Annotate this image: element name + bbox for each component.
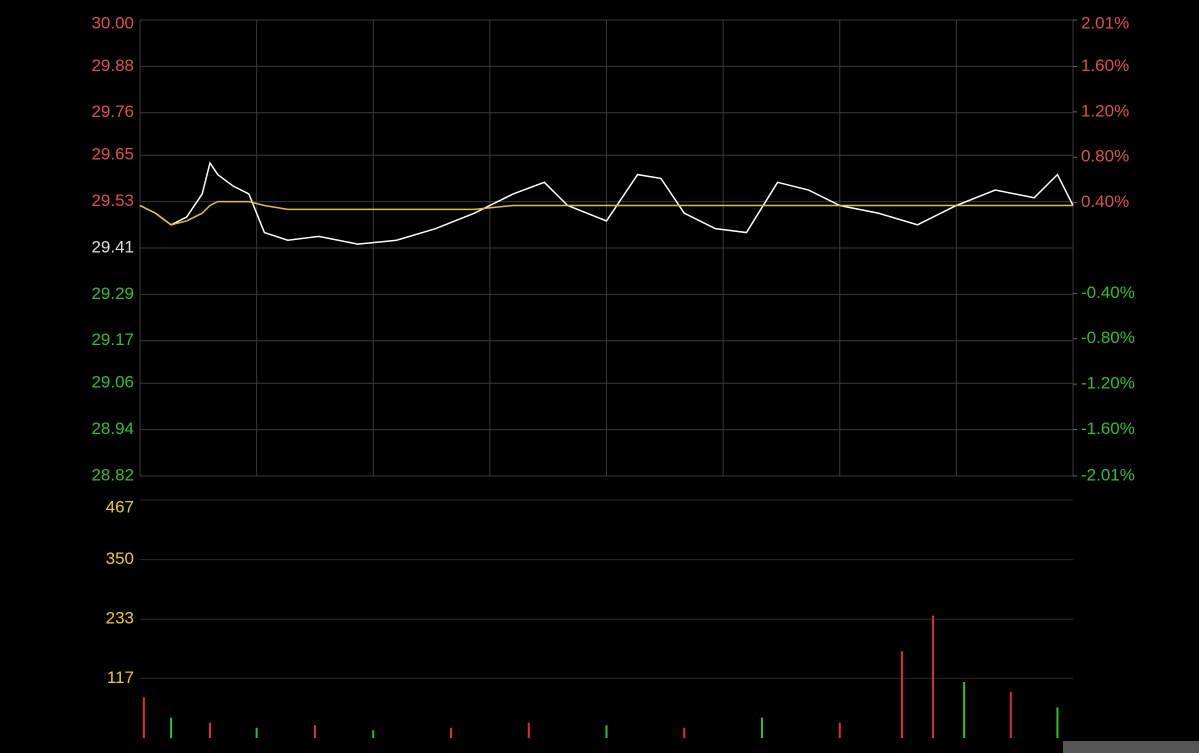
y2-tick-label: -0.80%: [1081, 328, 1135, 347]
y-tick-label: 350: [106, 549, 134, 568]
volume-bar: [255, 727, 258, 738]
y-tick-label: 29.76: [91, 102, 134, 121]
volume-bar: [963, 681, 966, 738]
volume-bar: [450, 727, 452, 738]
scrollbar: [1063, 741, 1199, 753]
y-tick-label: 28.94: [91, 419, 134, 438]
y2-tick-label: -0.40%: [1081, 283, 1135, 302]
volume-bar: [605, 725, 608, 738]
y-tick-label: 29.17: [91, 330, 134, 349]
volume-bar: [838, 722, 841, 738]
y-tick-label: 467: [106, 497, 134, 516]
volume-bar: [900, 651, 903, 738]
y-tick-label: 29.53: [91, 191, 134, 210]
y2-tick-label: 2.01%: [1081, 13, 1129, 32]
y2-tick-label: 0.40%: [1081, 192, 1129, 211]
y2-tick-label: 0.80%: [1081, 147, 1129, 166]
y2-tick-label: 1.60%: [1081, 56, 1129, 75]
y-tick-label: 29.29: [91, 284, 134, 303]
y-tick-label: 29.06: [91, 373, 134, 392]
volume-bar: [313, 725, 316, 738]
y2-tick-label: -2.01%: [1081, 465, 1135, 484]
y-tick-label: 29.88: [91, 56, 134, 75]
y-tick-label: 28.82: [91, 465, 134, 484]
volume-bar: [170, 717, 173, 738]
volume-bar: [142, 697, 145, 738]
price-line: [139, 200, 1073, 226]
y2-tick-label: -1.20%: [1081, 374, 1135, 393]
volume-bar: [761, 717, 763, 738]
volume-bar: [1056, 707, 1059, 738]
volume-bar: [683, 727, 686, 738]
volume-bar: [372, 730, 375, 738]
y2-tick-label: -1.60%: [1081, 419, 1135, 438]
y2-tick-label: 1.20%: [1081, 101, 1129, 120]
y-tick-label: 30.00: [91, 13, 134, 32]
volume-bar: [208, 722, 211, 738]
y-tick-label: 29.41: [91, 237, 134, 256]
volume-bar: [527, 722, 530, 738]
y-tick-label: 117: [107, 668, 134, 687]
y-tick-label: 233: [106, 609, 134, 628]
price-line: [139, 161, 1074, 245]
y-tick-label: 29.65: [91, 145, 134, 164]
volume-bar: [1009, 692, 1012, 738]
volume-bar: [932, 615, 935, 738]
